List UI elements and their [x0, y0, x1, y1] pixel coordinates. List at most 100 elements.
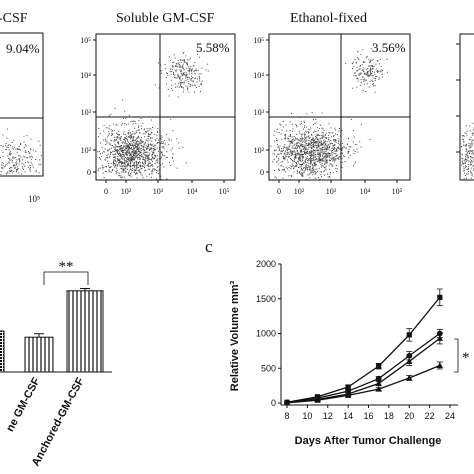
event-dot: [117, 172, 119, 174]
event-dot: [120, 140, 122, 142]
event-dot: [154, 84, 156, 86]
event-dot: [372, 66, 374, 67]
event-dot: [151, 170, 153, 172]
event-dot: [119, 139, 121, 140]
event-dot: [142, 156, 144, 158]
event-dot: [461, 154, 463, 156]
event-dot: [15, 157, 17, 159]
event-dot: [29, 167, 31, 168]
event-dot: [285, 147, 287, 149]
event-dot: [341, 158, 343, 159]
event-dot: [35, 171, 37, 173]
event-dot: [139, 132, 141, 134]
event-dot: [332, 156, 334, 158]
event-dot: [184, 72, 186, 74]
event-dot: [171, 88, 173, 90]
event-dot: [195, 68, 197, 70]
event-dot: [469, 153, 470, 154]
event-dot: [288, 167, 290, 168]
event-dot: [134, 132, 136, 134]
event-dot: [188, 67, 190, 69]
event-dot: [136, 165, 138, 167]
event-dot: [9, 159, 11, 161]
event-dot: [134, 143, 136, 145]
event-dot: [310, 163, 312, 165]
flow-panel-4-dots: [461, 122, 474, 180]
event-dot: [162, 163, 164, 165]
event-dot: [322, 149, 324, 151]
event-dot: [295, 155, 297, 157]
event-dot: [174, 65, 176, 67]
event-dot: [374, 73, 376, 75]
event-dot: [306, 155, 308, 157]
event-dot: [309, 158, 311, 160]
event-dot: [122, 165, 124, 167]
data-point: [436, 362, 444, 369]
event-dot: [15, 166, 17, 168]
event-dot: [324, 164, 326, 165]
event-dot: [375, 63, 377, 65]
event-dot: [29, 153, 31, 154]
event-dot: [311, 158, 313, 159]
event-dot: [117, 160, 119, 161]
event-dot: [114, 140, 116, 142]
event-dot: [320, 142, 322, 144]
event-dot: [338, 147, 340, 149]
event-dot: [198, 73, 200, 75]
event-dot: [20, 149, 22, 151]
panel-c-label: c: [205, 237, 213, 256]
event-dot: [0, 145, 2, 146]
event-dot: [180, 73, 182, 75]
event-dot: [12, 157, 14, 159]
event-dot: [463, 169, 465, 171]
event-dot: [144, 133, 146, 135]
event-dot: [198, 86, 200, 88]
flow-panel-1-frame: [0, 32, 44, 177]
event-dot: [116, 136, 117, 138]
event-dot: [469, 150, 471, 152]
event-dot: [314, 171, 316, 172]
event-dot: [135, 155, 137, 157]
event-dot: [145, 163, 146, 165]
event-dot: [173, 73, 174, 75]
event-dot: [180, 65, 182, 67]
event-dot: [275, 149, 277, 151]
event-dot: [135, 152, 137, 154]
event-dot: [472, 157, 474, 159]
event-dot: [16, 163, 18, 165]
event-dot: [370, 73, 371, 75]
event-dot: [128, 141, 130, 143]
event-dot: [315, 136, 317, 137]
event-dot: [304, 125, 306, 127]
event-dot: [129, 137, 131, 138]
event-dot: [308, 173, 310, 175]
event-dot: [125, 156, 126, 158]
event-dot: [200, 91, 201, 93]
event-dot: [128, 159, 130, 161]
event-dot: [322, 165, 324, 167]
event-dot: [181, 87, 183, 89]
event-dot: [115, 124, 117, 126]
event-dot: [302, 149, 304, 150]
event-dot: [148, 144, 150, 146]
event-dot: [294, 153, 296, 155]
event-dot: [293, 147, 295, 149]
event-dot: [324, 163, 325, 165]
event-dot: [464, 175, 466, 177]
event-dot: [305, 137, 307, 139]
event-dot: [470, 164, 472, 166]
event-dot: [319, 147, 321, 149]
event-dot: [338, 130, 340, 132]
event-dot: [148, 157, 150, 159]
event-dot: [318, 135, 320, 136]
event-dot: [126, 159, 128, 160]
event-dot: [137, 164, 139, 166]
event-dot: [15, 148, 17, 150]
event-dot: [299, 155, 301, 157]
event-dot: [281, 149, 283, 151]
event-dot: [471, 140, 473, 142]
event-dot: [154, 149, 156, 151]
event-dot: [325, 162, 326, 164]
